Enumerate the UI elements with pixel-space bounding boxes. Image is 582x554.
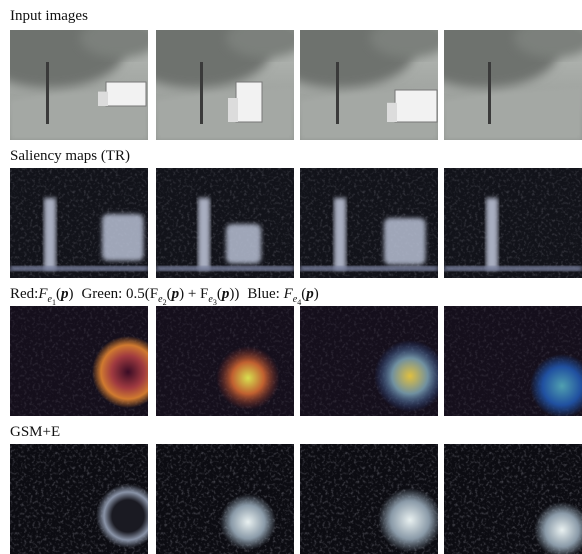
label-part: e4: [293, 294, 301, 305]
object-response: [226, 224, 261, 264]
truck: [395, 90, 437, 122]
object-response: [384, 218, 426, 265]
post-response: [198, 198, 210, 270]
image-panel: [156, 306, 294, 416]
lamp-post: [336, 62, 339, 124]
post-response: [486, 198, 498, 270]
image-panel: [300, 30, 438, 140]
image-panel: [10, 306, 148, 416]
label-part: Red:: [10, 286, 38, 302]
ground-response: [10, 266, 148, 271]
label-part: p: [306, 286, 314, 302]
lamp-post: [488, 62, 491, 124]
truck-cab: [98, 92, 108, 106]
row-label: Red:Fe1(p)Green: 0.5(Fe2(p) + Fe3(p))Blu…: [10, 286, 319, 307]
lamp-post: [46, 62, 49, 124]
post-response: [334, 198, 346, 270]
noise: [444, 168, 582, 278]
image-panel: [10, 444, 148, 554]
image-panel: [156, 168, 294, 278]
gsm-blob: [220, 494, 276, 550]
noise: [156, 168, 294, 278]
label-part: F: [284, 286, 293, 302]
image-panel: [300, 444, 438, 554]
object-response: [102, 214, 144, 261]
ground-response: [156, 266, 294, 271]
image-panel: [444, 168, 582, 278]
label-part: p: [172, 286, 180, 302]
post-response: [44, 198, 56, 270]
truck-cab: [228, 98, 238, 122]
ground-response: [444, 266, 582, 271]
label-part: Blue:: [247, 286, 280, 302]
image-panel: [444, 306, 582, 416]
label-part: e3: [208, 294, 216, 305]
label-part: )): [229, 286, 239, 302]
image-panel: [444, 30, 582, 140]
row-label: Saliency maps (TR): [10, 148, 130, 165]
image-panel: [10, 168, 148, 278]
truck: [106, 82, 146, 106]
image-panel: [156, 444, 294, 554]
image-panel: [10, 30, 148, 140]
row-label: Input images: [10, 8, 88, 25]
label-part: e1: [48, 294, 56, 305]
label-part: F: [38, 286, 47, 302]
figure: Input images Saliency maps (TR) Red:Fe1(…: [0, 0, 582, 554]
color-blob: [216, 346, 280, 410]
truck: [236, 82, 262, 122]
truck-cab: [387, 103, 397, 122]
label-part: e2: [158, 294, 166, 305]
label-part: ): [314, 286, 319, 302]
ground-response: [300, 266, 438, 271]
lamp-post: [200, 62, 203, 124]
label-part: Green:: [81, 286, 122, 302]
image-panel: [444, 444, 582, 554]
label-part: ) + F: [179, 286, 208, 302]
image-panel: [300, 168, 438, 278]
label-part: 0.5(F: [126, 286, 158, 302]
row-label: GSM+E: [10, 424, 60, 441]
image-panel: [300, 306, 438, 416]
label-part: ): [68, 286, 73, 302]
image-panel: [156, 30, 294, 140]
